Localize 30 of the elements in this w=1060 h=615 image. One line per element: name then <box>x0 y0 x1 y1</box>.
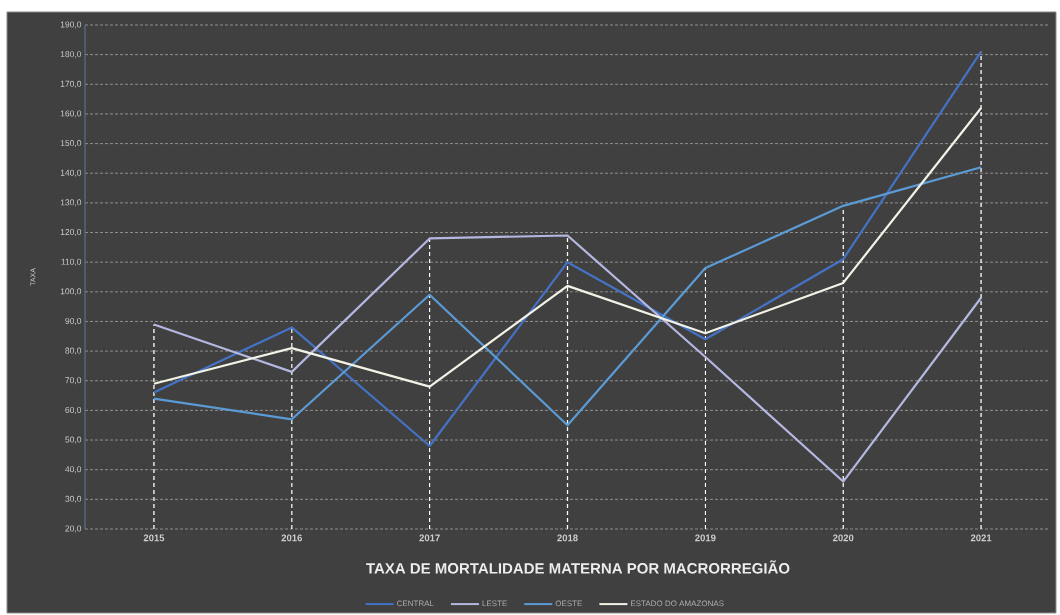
y-tick-label: 20,0 <box>65 525 82 533</box>
y-tick-label: 170,0 <box>60 80 82 88</box>
y-tick-label: 50,0 <box>65 436 82 444</box>
y-tick-label: 180,0 <box>60 51 82 59</box>
legend-label: OESTE <box>555 600 583 607</box>
y-tick-label: 30,0 <box>65 495 82 503</box>
y-tick-label: 40,0 <box>65 466 82 474</box>
y-tick-label: 100,0 <box>60 288 82 296</box>
x-tick-label: 2017 <box>419 534 440 542</box>
legend-label: CENTRAL <box>397 600 434 607</box>
x-tick-label: 2015 <box>143 534 165 542</box>
x-tick-label: 2016 <box>281 534 303 542</box>
y-tick-label: 70,0 <box>65 377 82 385</box>
legend-label: ESTADO DO AMAZONAS <box>631 600 724 607</box>
x-tick-label: 2019 <box>695 534 716 542</box>
y-tick-label: 60,0 <box>65 406 82 414</box>
legend-label: LESTE <box>482 600 507 607</box>
y-tick-label: 190,0 <box>60 21 82 29</box>
y-tick-label: 120,0 <box>60 229 82 237</box>
x-tick-label: 2018 <box>557 534 578 542</box>
x-tick-label: 2021 <box>970 534 992 542</box>
x-tick-label: 2020 <box>832 534 854 542</box>
y-tick-label: 150,0 <box>60 140 82 148</box>
y-tick-label: 140,0 <box>60 169 82 177</box>
text: TAXA DE MORTALIDADE MATERNA POR MACRORREGIÃO <box>366 560 790 574</box>
y-tick-label: 130,0 <box>60 199 82 207</box>
y-tick-label: 80,0 <box>65 347 82 355</box>
y-tick-label: 90,0 <box>65 317 82 325</box>
y-tick-label: 160,0 <box>60 110 82 118</box>
y-tick-label: 110,0 <box>61 258 82 266</box>
